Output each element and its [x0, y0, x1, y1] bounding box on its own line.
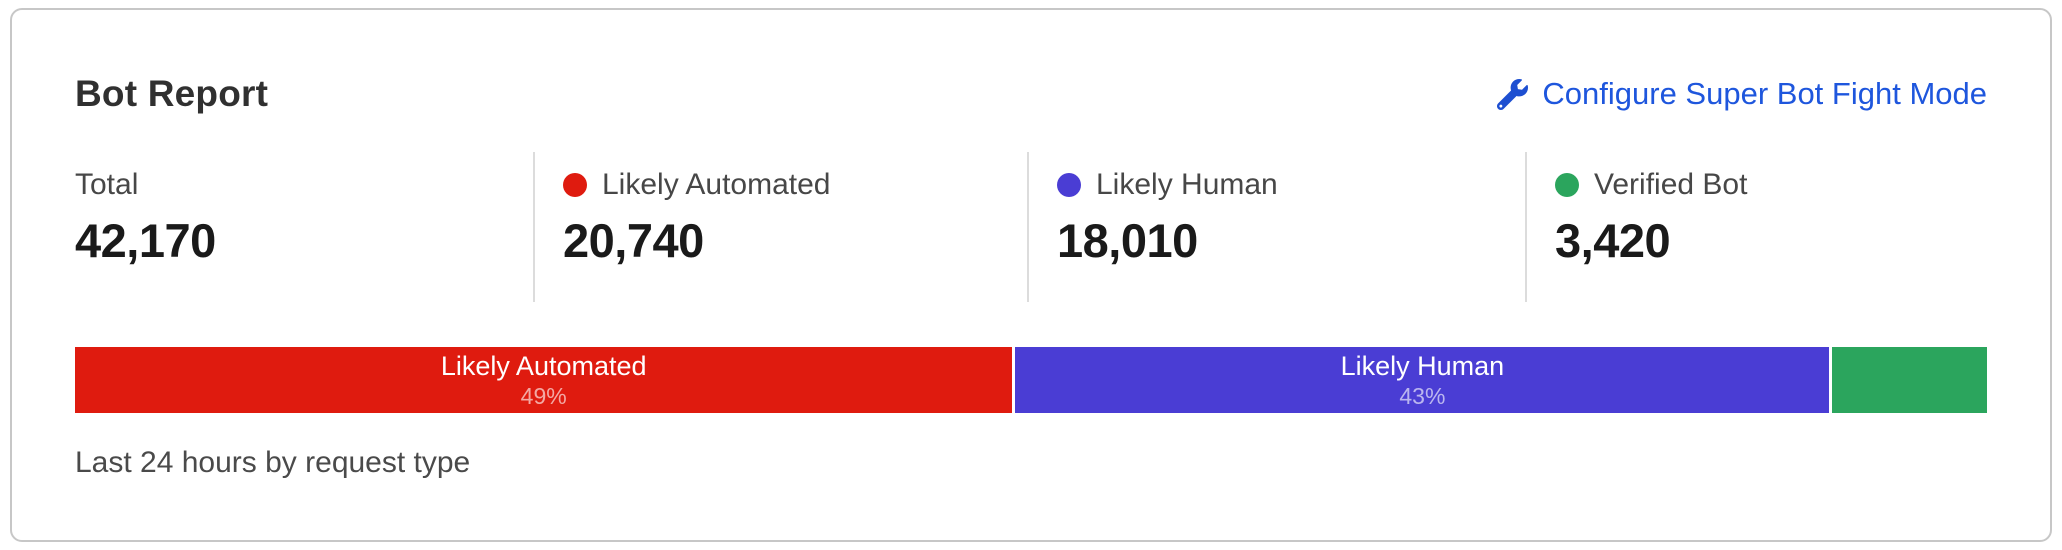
bar-segment-verified-bot — [1832, 347, 1987, 413]
segment-label: Likely Human — [1340, 351, 1505, 381]
configure-super-bot-fight-mode-link[interactable]: Configure Super Bot Fight Mode — [1497, 75, 1987, 113]
likely-automated-dot-icon — [563, 173, 587, 197]
segment-percent: 43% — [1399, 383, 1446, 409]
stat-label: Likely Automated — [602, 168, 831, 201]
stat-label: Likely Human — [1096, 168, 1278, 201]
stat-value: 42,170 — [75, 214, 216, 267]
request-type-stacked-bar: Likely Automated 49% Likely Human 43% — [75, 347, 1987, 413]
verified-bot-dot-icon — [1555, 173, 1579, 197]
configure-link-label: Configure Super Bot Fight Mode — [1542, 76, 1987, 111]
stat-value: 18,010 — [1057, 214, 1198, 267]
bar-segment-likely-automated: Likely Automated 49% — [75, 347, 1013, 413]
stat-verified-bot: Verified Bot 3,420 — [1525, 152, 1987, 302]
stat-value: 3,420 — [1555, 214, 1671, 267]
stat-likely-human: Likely Human 18,010 — [1027, 152, 1525, 302]
bar-segment-likely-human: Likely Human 43% — [1015, 347, 1830, 413]
segment-percent: 49% — [520, 383, 567, 409]
page-title: Bot Report — [75, 73, 269, 114]
stat-label: Total — [75, 168, 139, 201]
segment-label: Likely Automated — [440, 351, 647, 381]
stat-likely-automated: Likely Automated 20,740 — [533, 152, 1027, 302]
stat-label: Verified Bot — [1594, 168, 1748, 201]
wrench-icon — [1497, 78, 1529, 110]
card-header: Bot Report Configure Super Bot Fight Mod… — [75, 72, 1987, 116]
stat-value: 20,740 — [563, 214, 704, 267]
likely-human-dot-icon — [1057, 173, 1081, 197]
bot-report-card: Bot Report Configure Super Bot Fight Mod… — [10, 8, 2052, 542]
stats-row: Total 42,170 Likely Automated 20,740 Lik… — [75, 152, 1987, 302]
caption: Last 24 hours by request type — [75, 446, 471, 479]
stat-total: Total 42,170 — [75, 152, 533, 302]
